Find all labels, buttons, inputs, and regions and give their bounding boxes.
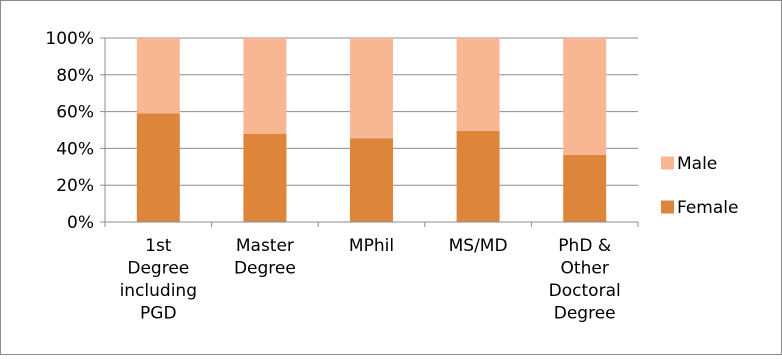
bar-male <box>243 38 287 134</box>
legend-swatch-male <box>661 156 674 170</box>
y-tick-label: 40% <box>56 139 94 159</box>
bar-female <box>136 113 180 222</box>
x-tick-label: PhD & Other Doctoral Degree <box>549 236 621 324</box>
x-tick-label-line: MPhil <box>349 236 394 256</box>
bars <box>136 38 607 222</box>
y-tick-label: 20% <box>56 176 94 196</box>
bar-male <box>563 38 607 155</box>
x-tick-label-line: Master <box>236 236 294 256</box>
x-tick-label-line: including <box>120 281 197 301</box>
y-tick-label: 60% <box>56 103 94 123</box>
y-axis: 0% 20% 40% 60% 80% 100% <box>45 29 106 233</box>
y-tick-label: 80% <box>56 66 94 86</box>
y-tick-label: 0% <box>67 213 94 233</box>
x-tick-label: MS/MD <box>449 236 508 256</box>
bar-male <box>456 38 500 131</box>
bar-male <box>350 38 393 139</box>
bar-female <box>243 133 287 222</box>
x-tick-label-line: Degree <box>554 304 616 324</box>
x-tick-label-line: Degree <box>234 259 296 279</box>
legend: Male Female <box>661 154 738 218</box>
bar-female <box>456 130 500 222</box>
legend-swatch-female <box>661 200 674 214</box>
x-tick-label-line: Degree <box>127 259 189 279</box>
bar-female <box>563 154 607 222</box>
x-tick-label-line: Doctoral <box>549 281 621 301</box>
x-tick-label: MPhil <box>349 236 394 256</box>
x-tick-label-line: 1st <box>145 236 172 256</box>
x-tick-label-line: PhD & <box>558 236 611 256</box>
y-tick-label: 100% <box>45 29 94 49</box>
legend-label-female: Female <box>677 198 738 218</box>
x-tick-label-line: MS/MD <box>449 236 508 256</box>
bar-male <box>136 38 180 114</box>
x-tick-label-line: PGD <box>140 304 177 324</box>
bar-female <box>350 138 393 222</box>
legend-label-male: Male <box>677 154 717 174</box>
x-tick-label: 1st Degree including PGD <box>120 236 197 324</box>
x-tick-label: Master Degree <box>234 236 296 279</box>
x-tick-label-line: Other <box>561 259 609 279</box>
